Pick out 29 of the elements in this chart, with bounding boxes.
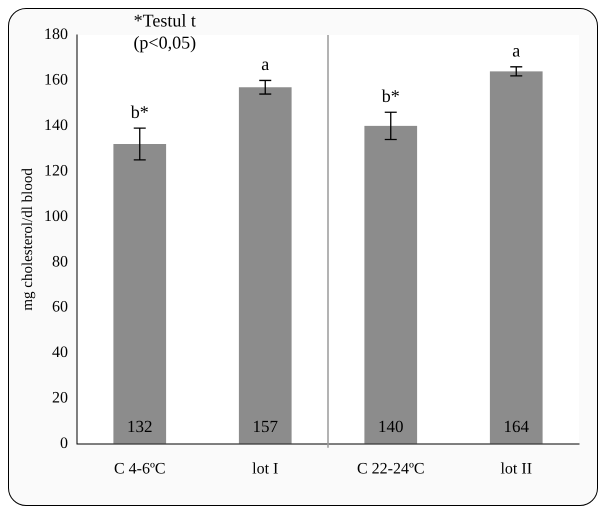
data-label: 132 bbox=[127, 416, 152, 436]
annotation: b* bbox=[382, 86, 400, 106]
bar bbox=[113, 144, 166, 444]
bar bbox=[364, 126, 418, 444]
data-label: 140 bbox=[378, 416, 404, 436]
y-tick-label: 20 bbox=[52, 390, 68, 407]
annotation: b* bbox=[130, 102, 149, 122]
y-tick-label: 80 bbox=[52, 253, 68, 270]
y-tick-label: 160 bbox=[44, 72, 68, 89]
y-tick-label: 100 bbox=[44, 208, 68, 225]
x-tick-label: C 22-24ºC bbox=[356, 460, 425, 478]
annotation: (p<0,05) bbox=[133, 32, 196, 53]
annotation: a bbox=[512, 40, 520, 61]
data-label: 164 bbox=[504, 416, 530, 436]
bar bbox=[490, 71, 543, 444]
y-tick-label: 60 bbox=[52, 298, 68, 316]
x-tick-label: lot II bbox=[500, 460, 532, 478]
text: *Testul t bbox=[134, 10, 196, 31]
x-tick-label: lot I bbox=[252, 460, 278, 478]
bar bbox=[238, 87, 292, 444]
y-tick-label: 140 bbox=[44, 117, 68, 134]
y-tick-label: 0 bbox=[60, 435, 68, 452]
x-tick-label: C 4-6ºC bbox=[114, 460, 166, 478]
y-axis-title: mg cholesterol/dl blood bbox=[20, 168, 36, 311]
y-tick-label: 120 bbox=[44, 162, 68, 180]
data-label: 157 bbox=[252, 416, 278, 436]
y-tick-label: 180 bbox=[44, 26, 68, 44]
annotation: a bbox=[261, 54, 270, 74]
y-tick-label: 40 bbox=[52, 344, 68, 362]
